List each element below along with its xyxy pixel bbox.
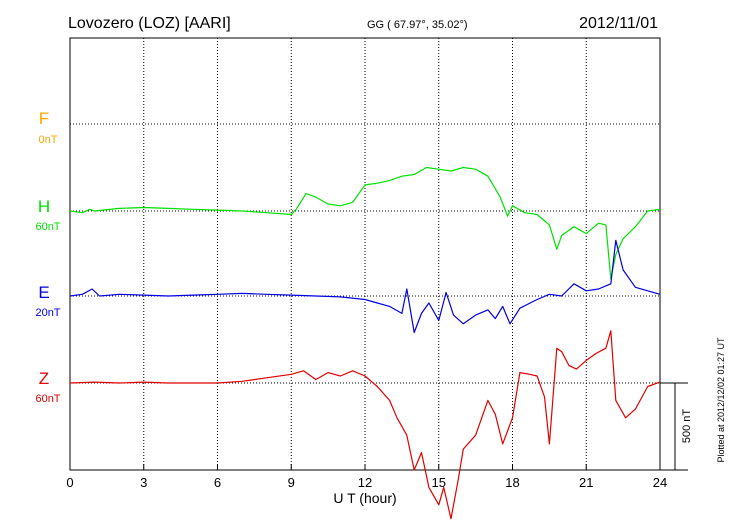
series-line-h [69,166,661,280]
coordinates: GG ( 67.97°, 35.02°) [367,19,468,31]
x-tick-label: 9 [288,475,295,490]
series-baseline-h: 60nT [35,221,60,233]
x-tick-label: 24 [653,475,667,490]
date-title: 2012/11/01 [579,15,658,32]
x-axis-ticks: 0 3 6 9 12 15 18 21 24 [66,464,667,490]
x-tick-label: 6 [214,475,221,490]
series-group [69,166,661,520]
series-name-z: Z [39,369,49,388]
series-baseline-f: 0nT [39,134,58,146]
station-title: Lovozero (LOZ) [AARI] [68,15,231,32]
series-baseline-z: 60nT [35,393,60,405]
series-name-e: E [38,283,49,302]
scale-bar-label: 500 nT [681,409,693,444]
series-baseline-e: 20nT [35,307,60,319]
series-line-z [69,330,661,520]
x-tick-label: 12 [358,475,372,490]
series-line-e [69,239,661,334]
x-tick-label: 0 [66,475,73,490]
grid [70,38,660,470]
plotted-timestamp: Plotted at 2012/12/02 01:27 UT [716,337,726,463]
x-axis-label: U T (hour) [333,490,396,506]
x-tick-label: 21 [579,475,593,490]
series-name-f: F [39,109,49,128]
x-tick-label: 15 [432,475,446,490]
series-name-h: H [38,197,50,216]
scale-bar: 500 nT [660,382,693,471]
x-tick-label: 18 [505,475,519,490]
series-labels: F 0nT H 60nT E 20nT Z 60nT [35,109,60,405]
x-tick-label: 3 [140,475,147,490]
